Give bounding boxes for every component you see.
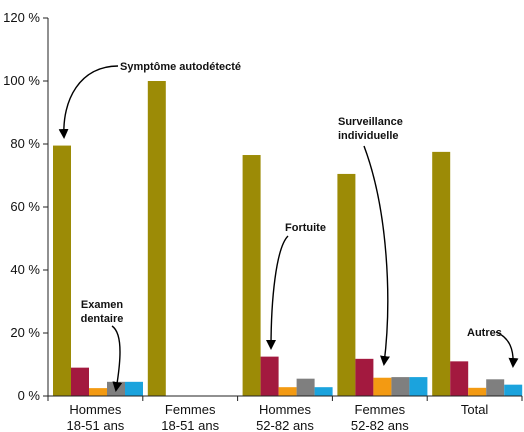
annotation-label: Fortuite [285,222,326,234]
bar-series-1-cat-3 [355,358,374,396]
y-tick-label: 60 % [10,199,40,214]
bar-series-4-cat-2 [314,387,333,396]
bar-series-0-cat-0 [53,145,71,396]
axes: 0 % 20 % 40 % 60 % 80 % 100 % 120 % Hommes 18-51… [3,10,523,432]
x-tick-label: Femmes 18-51 ans [161,402,219,432]
y-tick-label: 0 % [18,388,41,403]
bar-series-2-cat-0 [89,388,107,396]
y-tick-label: 80 % [10,136,40,151]
bar-series-3-cat-4 [486,379,505,396]
bar-series-4-cat-4 [504,384,523,396]
annotation-arrow [111,325,123,392]
y-tick-label: 100 % [3,73,40,88]
y-tick-label: 120 % [3,10,40,25]
bar-series-0-cat-3 [337,173,356,396]
bar-series-0-cat-4 [432,151,451,396]
annotation-label: Autres [467,327,502,339]
bar-series-4-cat-0 [125,381,143,396]
annotation-arrow [58,65,119,139]
annotation-label: Examen dentaire [81,299,124,325]
bar-series-1-cat-2 [260,356,279,396]
x-tick-label: Hommes 52-82 ans [256,402,314,432]
bar-series-2-cat-3 [373,377,392,396]
bar-series-1-cat-4 [450,361,469,396]
x-tick-label: Hommes 18-51 ans [66,402,124,432]
annotation-arrow [495,331,519,368]
annotations: Symptôme autodétecté Examen dentaire Fortui… [58,61,519,392]
bars [53,81,523,396]
y-tick-label: 40 % [10,262,40,277]
annotation-label: Surveillance individuelle [338,116,403,142]
x-tick-label: Total [461,402,489,417]
bar-series-3-cat-3 [391,377,410,396]
bar-series-3-cat-2 [296,378,315,396]
bar-series-4-cat-3 [409,377,428,396]
bar-series-0-cat-1 [147,81,166,396]
annotation-arrow [363,145,390,366]
bar-series-0-cat-2 [242,155,261,396]
bar-series-1-cat-0 [71,367,89,396]
bar-series-2-cat-4 [468,387,487,396]
bar-series-2-cat-2 [278,387,297,396]
y-tick-label: 20 % [10,325,40,340]
annotation-arrow [266,235,289,350]
annotation-label: Symptôme autodétecté [120,61,241,73]
x-tick-label: Femmes 52-82 ans [351,402,409,432]
